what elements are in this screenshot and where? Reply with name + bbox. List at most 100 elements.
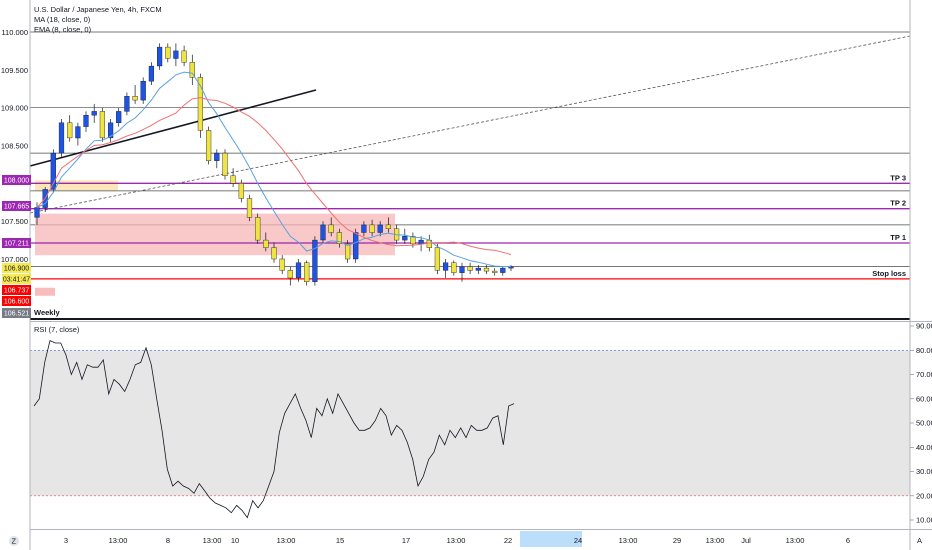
candle: [67, 122, 73, 139]
trendline-solid[interactable]: [29, 89, 317, 167]
price-tick-label: 109.000: [1, 104, 28, 113]
time-tick-label: 13:00: [706, 536, 725, 545]
candle: [336, 232, 343, 245]
candle: [124, 96, 130, 112]
candle: [402, 236, 408, 241]
rsi-pane: [30, 340, 910, 519]
candle: [320, 224, 326, 241]
candle: [377, 224, 383, 233]
candle: [107, 122, 114, 139]
candle: [58, 122, 65, 154]
price-tag: [2, 263, 31, 273]
rsi-legend: RSI (7, close): [34, 325, 80, 334]
candle: [75, 126, 81, 139]
candle: [385, 224, 392, 229]
level-label: TP 3: [890, 173, 906, 182]
time-tick-label: 29: [673, 536, 681, 545]
candle: [255, 217, 261, 241]
candle: [361, 224, 367, 233]
candle: [83, 114, 89, 127]
price-tick-label: 110.000: [1, 28, 28, 37]
level-label: TP 1: [890, 233, 906, 242]
rsi-tick-label: 50.00: [916, 419, 932, 428]
candle: [238, 183, 244, 199]
candle: [312, 239, 318, 282]
candle: [279, 258, 285, 271]
price-tag-label: 107.211: [4, 241, 29, 248]
ema-line: [36, 71, 511, 267]
level-lines: [30, 182, 910, 280]
candle: [205, 130, 212, 161]
time-tick-label: 13:00: [203, 536, 222, 545]
candle: [132, 96, 138, 101]
price-tag-label: 106.900: [4, 266, 29, 273]
ma-line: [36, 97, 512, 256]
candle: [345, 243, 351, 260]
price-tag: [2, 296, 31, 306]
candle: [500, 267, 506, 273]
price-tick-label: 107.500: [1, 217, 28, 226]
candle: [467, 266, 473, 271]
candle: [181, 50, 187, 63]
candle: [214, 152, 220, 161]
candle: [91, 111, 97, 116]
time-tick-label: 13:00: [447, 536, 466, 545]
rsi-tick-label: 40.00: [916, 443, 932, 452]
time-axis[interactable]: 3 13:00 8 13:00 10 13:00 15 17 13:00 22 24 13:00 29 1…: [64, 531, 850, 547]
candle: [116, 111, 122, 124]
candle: [443, 262, 449, 271]
time-tick-label: 13:00: [619, 536, 638, 545]
candle: [165, 46, 171, 59]
candle: [304, 262, 310, 282]
rsi-tick-label: 70.00: [916, 370, 932, 379]
price-tag-label: 107.665: [4, 204, 29, 211]
price-tag-label: 106.521: [4, 311, 29, 318]
svg-text:A: A: [917, 536, 922, 545]
candle: [459, 266, 465, 273]
weekly-label: Weekly: [34, 308, 61, 317]
price-tag-label: 03:41:47: [3, 277, 30, 284]
candle: [263, 239, 269, 248]
time-tick-label: 13:00: [786, 536, 805, 545]
rsi-axis[interactable]: 90.00 80.00 70.00 60.00 50.00 40.00 30.00 20.00…: [910, 322, 932, 525]
candle: [222, 152, 228, 177]
price-tag: [2, 175, 31, 185]
time-tick-label: 24: [574, 536, 582, 545]
candle: [34, 207, 40, 218]
price-tag: [2, 308, 31, 318]
price-tick-label: 107.000: [1, 255, 28, 264]
candles: [34, 43, 514, 286]
price-tick-label: 108.500: [1, 142, 28, 151]
price-tag: [2, 274, 31, 284]
price-tag-label: 106.737: [4, 288, 29, 295]
supply-zone: [35, 213, 395, 256]
time-tick-label: 6: [846, 536, 850, 545]
candle: [197, 77, 204, 131]
candle: [434, 247, 441, 271]
zoom-icon[interactable]: Z: [9, 536, 19, 546]
time-tick-label: 13:00: [277, 536, 296, 545]
price-tag: [2, 238, 31, 248]
price-tag-label: 108.000: [4, 178, 29, 185]
time-tick-label: 3: [64, 536, 68, 545]
candle: [483, 267, 490, 272]
trendlines[interactable]: [29, 35, 911, 214]
candle: [230, 175, 236, 184]
price-tag-label: 106.600: [4, 299, 29, 306]
candle: [99, 111, 106, 139]
rsi-band: [30, 350, 910, 496]
price-axis[interactable]: 110.000 109.500 109.000 108.500 107.500 107.0…: [1, 28, 28, 264]
price-tags: 108.000 107.665 107.211 106.900 03:41:47 106.…: [2, 175, 31, 318]
candle: [140, 80, 146, 101]
moving-averages: [36, 71, 512, 267]
ema-legend: EMA (8, close, 0): [34, 25, 92, 34]
auto-scale-icon[interactable]: A: [917, 536, 922, 545]
time-tick-label: 17: [402, 536, 410, 545]
candle: [353, 232, 359, 260]
candle: [173, 50, 179, 59]
rsi-tick-label: 10.00: [916, 516, 932, 525]
rsi-tick-label: 60.00: [916, 394, 932, 403]
candle: [418, 239, 424, 245]
candle: [295, 262, 302, 279]
